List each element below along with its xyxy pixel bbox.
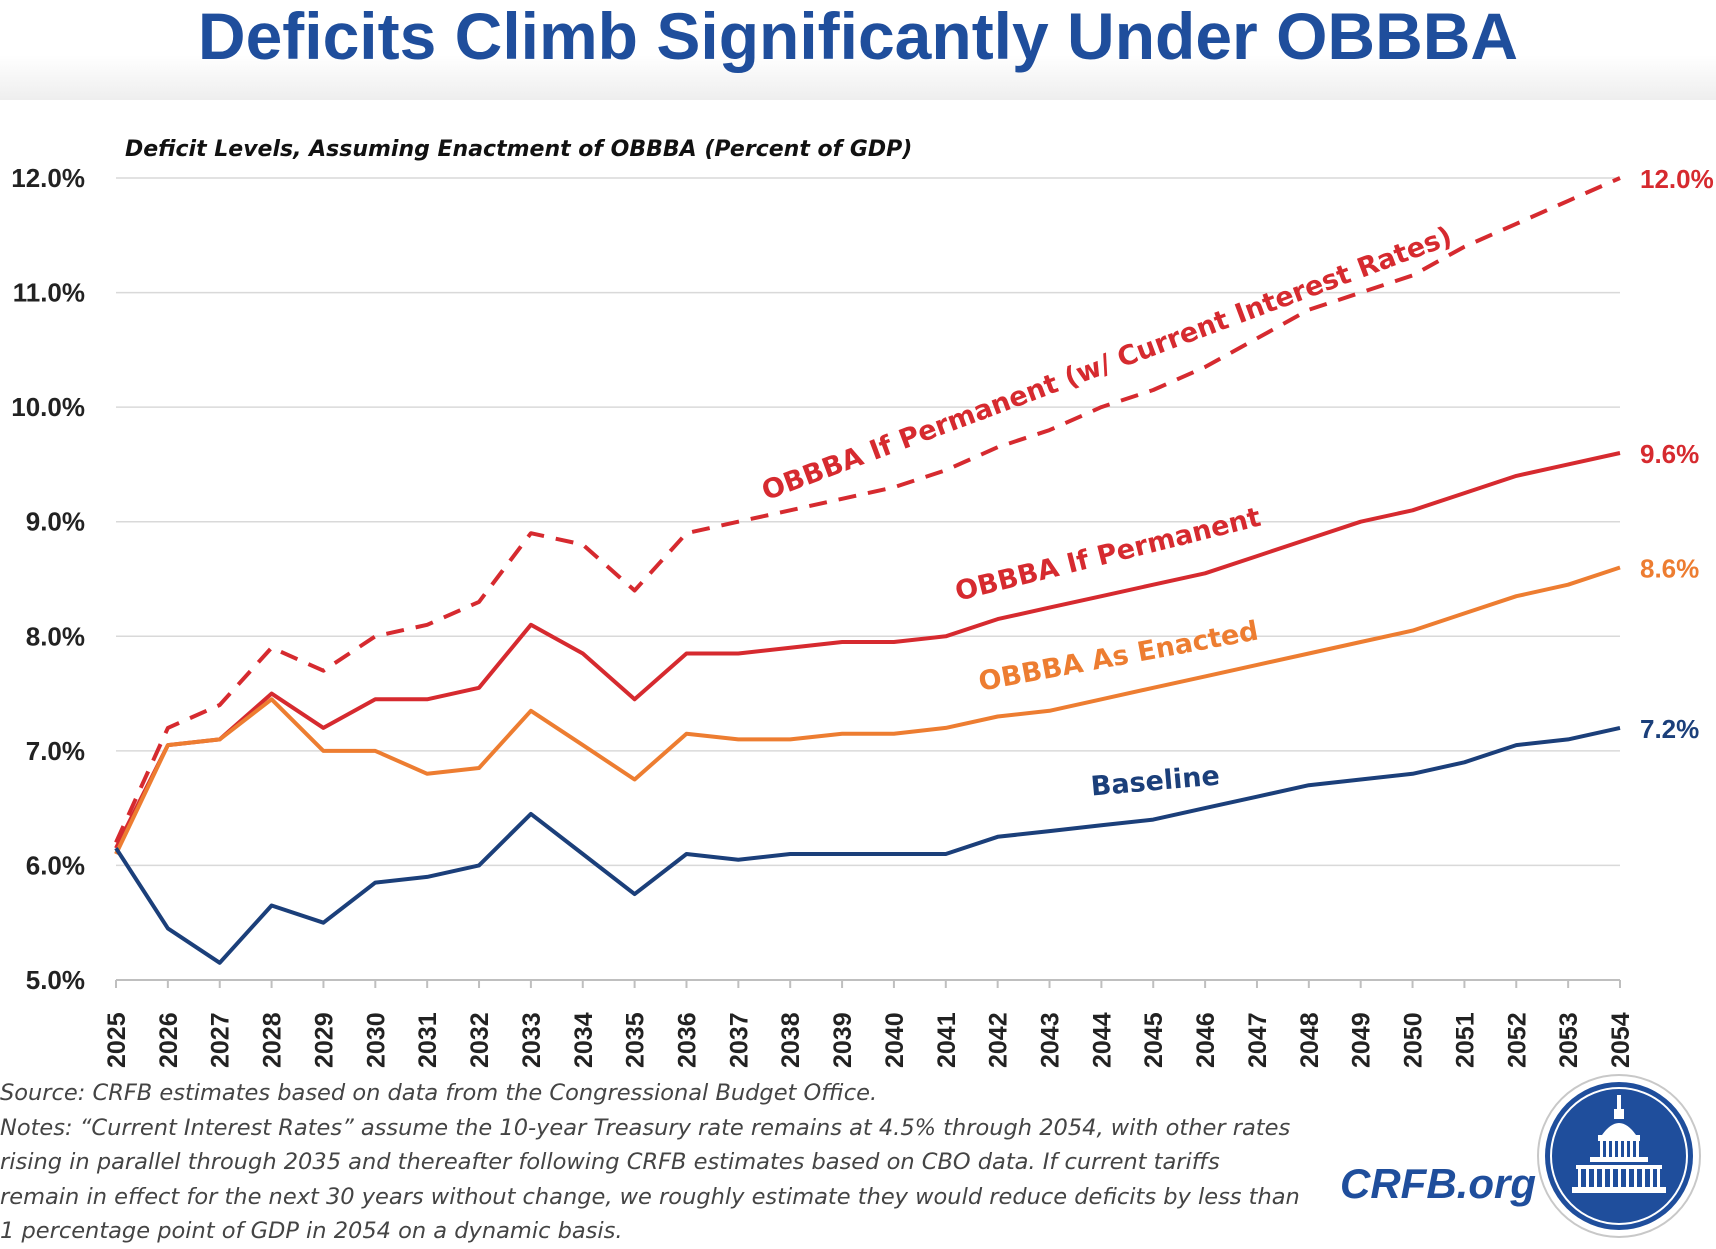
series-lines [114,176,1621,965]
x-tick-label: 2035 [622,1012,650,1068]
footnotes: Source: CRFB estimates based on data fro… [0,1076,1320,1249]
x-tick-label: 2040 [881,1012,909,1068]
x-tick-label: 2027 [207,1012,235,1068]
y-tick-label: 5.0% [26,965,85,995]
gridlines [116,177,1620,867]
x-tick-label: 2047 [1244,1012,1272,1068]
x-tick-label: 2033 [518,1012,546,1068]
end-label: 7.2% [1640,714,1699,744]
chart-subtitle: Deficit Levels, Assuming Enactment of OB… [125,137,912,162]
x-tick-label: 2042 [985,1012,1013,1068]
chart-title: Deficits Climb Significantly Under OBBBA [197,0,1519,73]
x-tick-label: 2053 [1555,1012,1583,1068]
series-labels: OBBBA If Permanent (w/ Current Interest … [758,221,1457,803]
x-tick-label: 2031 [414,1012,442,1068]
x-tick-label: 2034 [570,1012,598,1068]
y-tick-label: 6.0% [26,850,85,880]
capitol-dome-icon [1537,1074,1701,1238]
x-tick-label: 2039 [829,1012,857,1068]
x-tick-label: 2044 [1088,1012,1116,1068]
x-tick-label: 2028 [259,1012,287,1068]
x-tick-label: 2030 [362,1012,390,1068]
y-tick-label: 12.0% [11,163,85,193]
x-tick-label: 2043 [1037,1012,1065,1068]
title-band [0,0,1716,100]
baseline-line [114,725,1621,965]
x-tick-label: 2037 [725,1012,753,1068]
x-tick-label: 2025 [103,1012,131,1068]
label-obbba-permanent-current-rates: OBBBA If Permanent (w/ Current Interest … [758,221,1457,507]
crfb-brand-link[interactable]: CRFB.org [1340,1160,1536,1207]
y-tick-label: 7.0% [26,736,85,766]
x-tick-label: 2032 [466,1012,494,1068]
label-obbba-permanent: OBBBA If Permanent [952,502,1264,608]
y-tick-label: 9.0% [26,507,85,537]
notes-line-4: 1 percentage point of GDP in 2054 on a d… [0,1218,623,1244]
end-value-labels: 12.0% 9.6% 8.6% 7.2% [1640,164,1714,744]
deficit-line-chart: Deficit Levels, Assuming Enactment of OB… [11,137,1714,1068]
x-tick-label: 2054 [1607,1012,1635,1068]
notes-line-2: rising in parallel through 2035 and ther… [0,1149,1220,1175]
x-tick-label: 2026 [155,1012,183,1068]
source-note: Source: CRFB estimates based on data fro… [0,1080,878,1106]
x-tick-label: 2046 [1192,1012,1220,1068]
end-label: 9.6% [1640,439,1699,469]
end-label: 12.0% [1640,164,1714,194]
y-axis-tick-labels: 5.0% 6.0% 7.0% 8.0% 9.0% 10.0% 11.0% 12.0% [11,163,85,995]
x-tick-label: 2049 [1348,1012,1376,1068]
x-tick-label: 2038 [777,1012,805,1068]
x-tick-label: 2045 [1140,1012,1168,1068]
x-axis: 2025 2026 2027 2028 2029 2030 2031 2032 2033 2034… [103,979,1635,1068]
notes-line-3: remain in effect for the next 30 years w… [0,1183,1300,1210]
label-baseline: Baseline [1090,760,1221,802]
x-tick-label: 2041 [933,1012,961,1068]
x-tick-label: 2050 [1400,1012,1428,1068]
x-tick-label: 2036 [673,1012,701,1068]
notes-line-1: Notes: “Current Interest Rates” assume t… [0,1114,1291,1141]
obbba-permanent-line [114,451,1621,850]
x-tick-label: 2048 [1296,1012,1324,1068]
obbba-permanent-current-rates-line [114,176,1621,844]
y-tick-label: 8.0% [26,621,85,651]
obbba-as-enacted-line [114,565,1621,855]
y-tick-label: 10.0% [11,392,85,422]
label-obbba-as-enacted: OBBBA As Enacted [976,616,1261,698]
x-tick-label: 2052 [1503,1012,1531,1068]
end-label: 8.6% [1640,554,1699,584]
y-tick-label: 11.0% [13,278,85,308]
x-tick-label: 2051 [1451,1012,1479,1068]
x-tick-label: 2029 [310,1012,338,1068]
